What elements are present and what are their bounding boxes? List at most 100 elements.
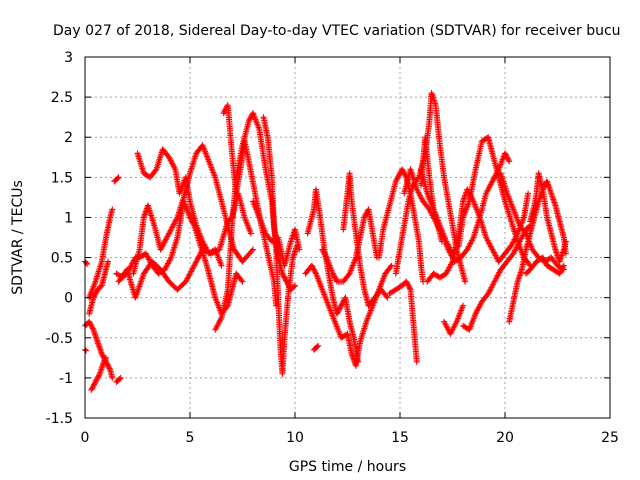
data-point [310,266,317,273]
data-point [101,357,108,364]
data-point [92,378,99,385]
data-point [245,118,252,125]
data-point [98,350,105,357]
data-point [542,259,549,266]
y-tick-label: -1.5 [46,411,73,427]
data-point [329,270,336,277]
data-point [93,289,100,296]
data-points [82,90,569,393]
data-point [91,293,98,300]
y-tick-label: 2.5 [51,90,73,106]
data-point [279,270,286,277]
data-point [187,214,193,221]
data-point [539,254,546,261]
data-point [503,152,510,159]
data-point [116,375,123,382]
data-point [319,246,326,253]
data-point [400,168,407,175]
plot-frame [84,56,611,419]
data-point [502,151,509,158]
y-tick-label: 2 [64,130,73,146]
data-point [290,283,297,290]
data-point [399,167,406,174]
data-point [248,247,255,254]
data-point [308,262,315,269]
y-tick-label: 1.5 [51,170,73,186]
data-point [115,174,122,181]
data-point [541,257,548,264]
data-point [89,384,96,391]
data-point [320,249,327,256]
data-point [404,281,411,288]
data-point [273,302,280,309]
y-tick-label: 3 [64,50,73,66]
data-point [285,281,291,288]
data-point [100,358,107,365]
data-point [399,166,406,173]
data-point [383,293,390,300]
data-point [239,278,246,285]
data-point [99,352,106,359]
y-axis-title: SDTVAR / TECUs [10,180,26,295]
data-point [250,246,256,253]
data-point [109,374,116,381]
data-point [312,269,319,276]
data-point [315,342,322,349]
x-tick-label: 20 [496,430,514,446]
data-point [88,322,95,329]
y-tick-label: -0.5 [46,331,73,347]
data-point [103,354,109,361]
data-point [334,309,341,316]
data-point [540,255,547,262]
y-tick-label: 1 [64,210,73,226]
data-point [292,282,298,289]
data-point [105,364,112,371]
data-point [321,250,328,257]
data-point [94,374,101,381]
data-point [506,158,513,165]
data-point [404,279,410,286]
data-point [560,262,567,269]
data-point [336,306,343,313]
data-point [280,273,287,280]
data-point [336,305,343,312]
data-point [558,266,565,273]
data-point [88,386,95,393]
data-point [296,246,303,253]
x-tick-label: 5 [186,430,195,446]
data-point [460,302,466,309]
data-point [83,347,90,354]
data-point [105,362,112,369]
data-point [405,282,412,289]
data-point [114,175,121,182]
data-point [556,270,563,277]
data-point [220,110,227,117]
data-point [92,290,99,297]
data-point [406,283,413,290]
data-point [320,247,326,254]
data-point [247,230,254,237]
data-point [406,285,413,292]
data-point [462,278,469,285]
data-point [90,294,97,301]
y-tick-label: -1 [59,371,73,387]
data-point [282,275,289,282]
data-point [285,282,292,289]
data-point [331,274,338,281]
data-point [332,275,339,282]
data-point [284,279,291,286]
x-tick-label: 25 [601,430,619,446]
data-point [560,263,567,270]
data-point [283,278,290,285]
data-point [281,274,288,281]
data-point [557,269,564,276]
data-point [83,259,90,266]
axis-ticks: 0 5 10 15 20 25 -1.5 -1 -0.5 0 0.5 1 1.5 2 2.5 3 [46,50,619,446]
data-point [384,294,391,301]
data-point [559,265,566,272]
data-point [335,308,342,315]
data-point [309,263,316,270]
data-point [105,258,112,265]
data-point [387,263,394,270]
data-point [91,380,98,387]
